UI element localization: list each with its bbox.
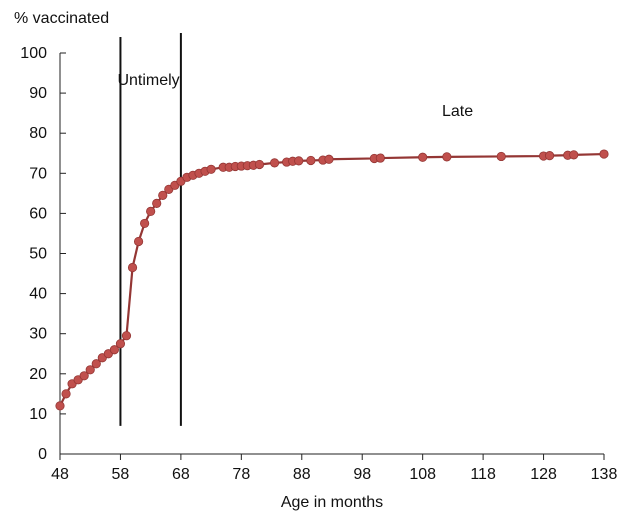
data-point	[375, 153, 385, 163]
y-tick-label: 90	[29, 85, 47, 102]
y-tick-label: 80	[29, 125, 47, 142]
data-point	[121, 331, 132, 341]
data-point	[442, 152, 452, 162]
series-line	[59, 152, 605, 407]
data-point	[306, 155, 316, 166]
y-tick-label: 0	[38, 446, 47, 463]
x-axis-title: Age in months	[281, 494, 383, 511]
x-tick-label: 48	[51, 466, 69, 483]
data-point	[55, 401, 65, 411]
data-point	[294, 156, 304, 166]
data-point	[146, 206, 156, 216]
annotation-late: Late	[442, 103, 473, 120]
y-tick-label: 40	[29, 286, 47, 303]
data-point	[269, 158, 280, 168]
data-point	[569, 150, 579, 160]
y-tick-label: 20	[29, 366, 47, 383]
y-tick-label: 100	[20, 45, 47, 62]
data-point	[127, 262, 138, 273]
vertical-markers	[119, 32, 182, 426]
x-tick-label: 88	[293, 466, 311, 483]
y-tick-label: 30	[29, 326, 47, 343]
y-axis-title: % vaccinated	[14, 10, 109, 27]
data-point	[133, 236, 144, 247]
axes: 0 10 20 30 40 50 60 70 80 90 100 48 58 68 78 88 98 108 118…	[20, 45, 617, 483]
x-tick-label: 58	[112, 466, 130, 483]
series	[55, 149, 609, 411]
data-point	[158, 190, 168, 200]
x-tick-label: 138	[591, 466, 618, 483]
data-point	[496, 151, 506, 162]
data-point	[61, 389, 71, 399]
x-tick-label: 128	[530, 466, 557, 483]
labels: % vaccinated Age in months Untimely Late	[14, 10, 473, 511]
x-tick-label: 118	[470, 466, 496, 483]
annotation-untimely: Untimely	[117, 72, 179, 89]
data-point	[544, 151, 555, 161]
data-point	[85, 365, 95, 375]
data-point	[115, 339, 126, 349]
x-tick-label: 78	[232, 466, 250, 483]
x-tick-label: 108	[409, 466, 436, 483]
data-point	[91, 359, 101, 369]
x-tick-label: 98	[353, 466, 371, 483]
y-tick-label: 10	[29, 406, 47, 423]
data-point	[152, 198, 162, 208]
data-point	[418, 152, 428, 162]
data-point	[206, 164, 216, 174]
data-point	[324, 154, 334, 164]
data-point	[109, 345, 120, 355]
x-tick-label: 68	[172, 466, 190, 483]
data-point	[79, 371, 89, 381]
data-point	[140, 218, 150, 229]
data-point	[599, 149, 609, 159]
y-tick-label: 60	[29, 205, 47, 222]
y-tick-label: 50	[29, 246, 47, 263]
y-tick-label: 70	[29, 165, 47, 182]
data-point	[254, 159, 265, 170]
